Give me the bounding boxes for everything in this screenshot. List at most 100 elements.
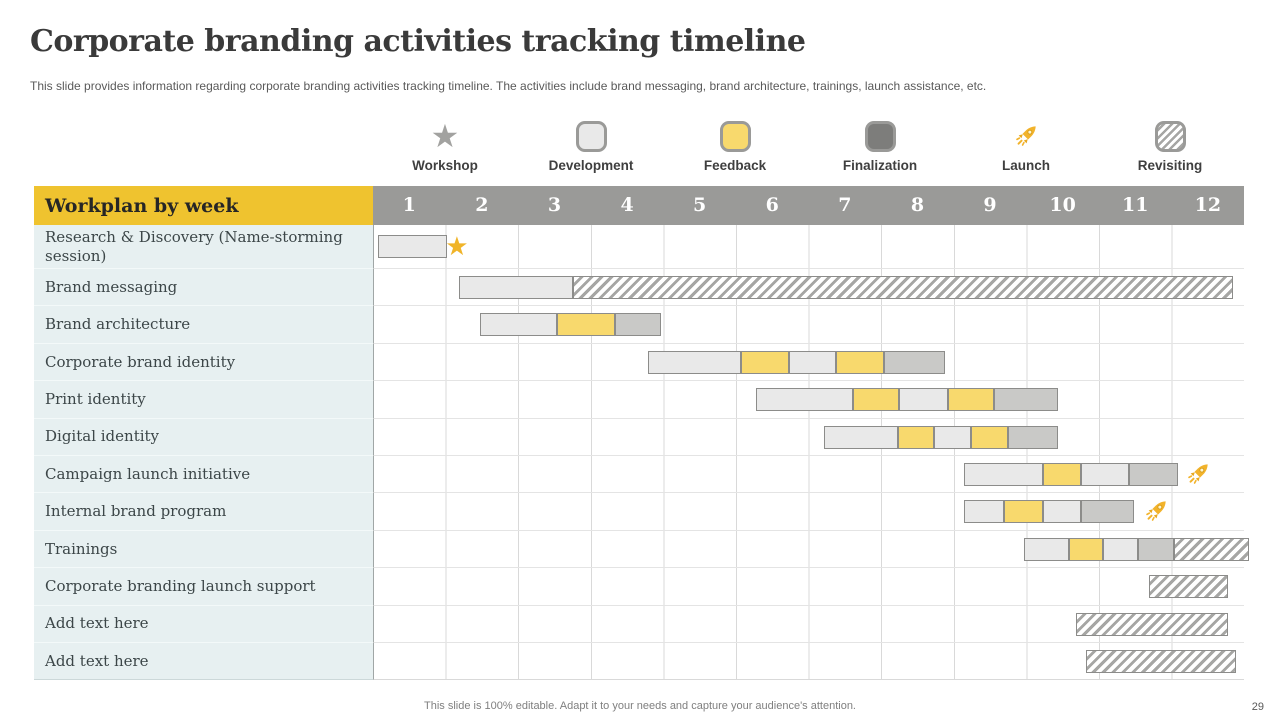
gantt-bar-finalization [883, 350, 945, 374]
timeline-row: Campaign launch initiative [34, 455, 1245, 494]
week-header-cell: 5 [693, 194, 707, 216]
gantt-bar-development [964, 462, 1043, 486]
gantt-bar-development [789, 350, 836, 374]
legend-item-workshop: ★ Workshop [385, 118, 505, 173]
timeline-row: Trainings [34, 530, 1249, 569]
gantt-bar-development [458, 276, 573, 299]
gantt-bar-development [898, 388, 949, 412]
gantt-bar-finalization [1129, 462, 1178, 486]
development-swatch-icon [531, 118, 651, 154]
rocket-icon [966, 118, 1086, 154]
gantt-bar-development [755, 388, 854, 412]
rocket-icon [1142, 497, 1170, 525]
row-label: Brand messaging [34, 269, 373, 307]
gantt-bar-revisiting [572, 276, 1233, 299]
row-grid [373, 418, 1245, 456]
gantt-bar-development [648, 350, 741, 374]
row-grid [373, 530, 1249, 569]
gantt-bar-development [824, 425, 899, 449]
gantt-bar-finalization [994, 388, 1058, 412]
timeline-row: Print identity [34, 381, 1245, 419]
timeline-row: Add text here [34, 642, 1245, 681]
row-label-placeholder[interactable]: Add text here [34, 642, 373, 681]
gantt-bar-revisiting [1148, 575, 1228, 599]
week-header-cell: 9 [983, 194, 997, 216]
legend-item-finalization: Finalization [820, 118, 940, 173]
timeline-row: Internal brand program [34, 493, 1245, 531]
gantt-bar-revisiting [1174, 537, 1249, 561]
week-header-cell: 6 [765, 194, 779, 216]
gantt-bar-development [964, 500, 1005, 524]
week-header-cell: 3 [547, 194, 562, 216]
row-label: Trainings [34, 530, 373, 569]
gantt-table: Workplan by week 1 2 3 4 5 6 7 8 9 10 11 12 Researc… [34, 186, 1249, 681]
gantt-bar-feedback [853, 388, 899, 412]
row-label: Internal brand program [34, 493, 373, 531]
legend-item-feedback: Feedback [675, 118, 795, 173]
row-grid [373, 455, 1245, 494]
gantt-bar-feedback [556, 313, 616, 337]
row-grid [373, 568, 1245, 606]
gantt-bar-development [1042, 500, 1082, 524]
legend-item-launch: Launch [966, 118, 1086, 173]
timeline-row: Research & Discovery (Name-storming sess… [34, 225, 1245, 269]
row-grid [373, 269, 1245, 307]
page-number: 29 [1251, 701, 1264, 713]
timeline-row: Digital identity [34, 418, 1245, 456]
row-label: Campaign launch initiative [34, 455, 373, 494]
timeline-row: Corporate brand identity [34, 343, 1245, 382]
row-label: Research & Discovery (Name-storming sess… [34, 225, 373, 269]
legend-label: Workshop [412, 158, 478, 173]
gantt-bar-feedback [1042, 462, 1082, 486]
legend-item-development: Development [531, 118, 651, 173]
week-header-cell: 12 [1194, 194, 1222, 216]
row-label: Brand architecture [34, 306, 373, 344]
week-header-cell: 10 [1049, 194, 1076, 216]
legend-label: Development [548, 158, 634, 173]
gantt-bar-feedback [948, 388, 994, 412]
gantt-bar-development [1023, 537, 1069, 561]
gantt-bar-feedback [835, 350, 884, 374]
gantt-bar-finalization [1137, 537, 1175, 561]
gantt-bar-development [377, 235, 447, 258]
week-header-cell: 11 [1122, 194, 1149, 216]
gantt-bar-finalization [1007, 425, 1058, 449]
week-header-cell: 1 [402, 194, 416, 216]
week-header-cell: 4 [620, 194, 634, 216]
legend-item-revisiting: Revisiting [1110, 118, 1230, 173]
gantt-bar-development [1102, 537, 1138, 561]
gantt-bar-feedback [740, 350, 790, 374]
finalization-swatch-icon [820, 118, 940, 154]
page-title: Corporate branding activities tracking t… [30, 24, 806, 59]
star-icon: ★ [430, 118, 460, 154]
row-label: Print identity [34, 381, 373, 419]
row-grid [373, 493, 1245, 531]
row-label: Corporate brand identity [34, 343, 373, 382]
gantt-bar-revisiting [1076, 612, 1228, 636]
row-grid [373, 306, 1245, 344]
footer-note: This slide is 100% editable. Adapt it to… [424, 700, 856, 712]
legend-label: Revisiting [1137, 158, 1203, 173]
timeline-rows: Research & Discovery (Name-storming sess… [34, 225, 1249, 681]
gantt-bar-feedback [1004, 500, 1043, 524]
legend: ★ Workshop Development Feedback Finalization… [0, 118, 1280, 176]
legend-label: Finalization [842, 158, 918, 173]
week-header-row: 1 2 3 4 5 6 7 8 9 10 11 12 [373, 186, 1245, 225]
gantt-bar-feedback [970, 425, 1008, 449]
gantt-bar-development [1081, 462, 1130, 486]
row-grid: ★ [373, 225, 1245, 269]
legend-label: Feedback [703, 158, 767, 173]
timeline-row: Brand messaging [34, 269, 1245, 307]
gantt-bar-feedback [898, 425, 934, 449]
row-grid [373, 642, 1245, 681]
legend-label: Launch [1001, 158, 1050, 173]
row-label-placeholder[interactable]: Add text here [34, 605, 373, 643]
timeline-row: Add text here [34, 605, 1245, 643]
timeline-row: Brand architecture [34, 306, 1245, 344]
row-grid [373, 381, 1245, 419]
slide-subtitle: This slide provides information regardin… [30, 79, 987, 93]
row-label: Corporate branding launch support [34, 568, 373, 606]
workplan-header-cell: Workplan by week [34, 186, 373, 225]
table-header-row: Workplan by week 1 2 3 4 5 6 7 8 9 10 11 12 [34, 186, 1245, 225]
timeline-row: Corporate branding launch support [34, 568, 1245, 606]
